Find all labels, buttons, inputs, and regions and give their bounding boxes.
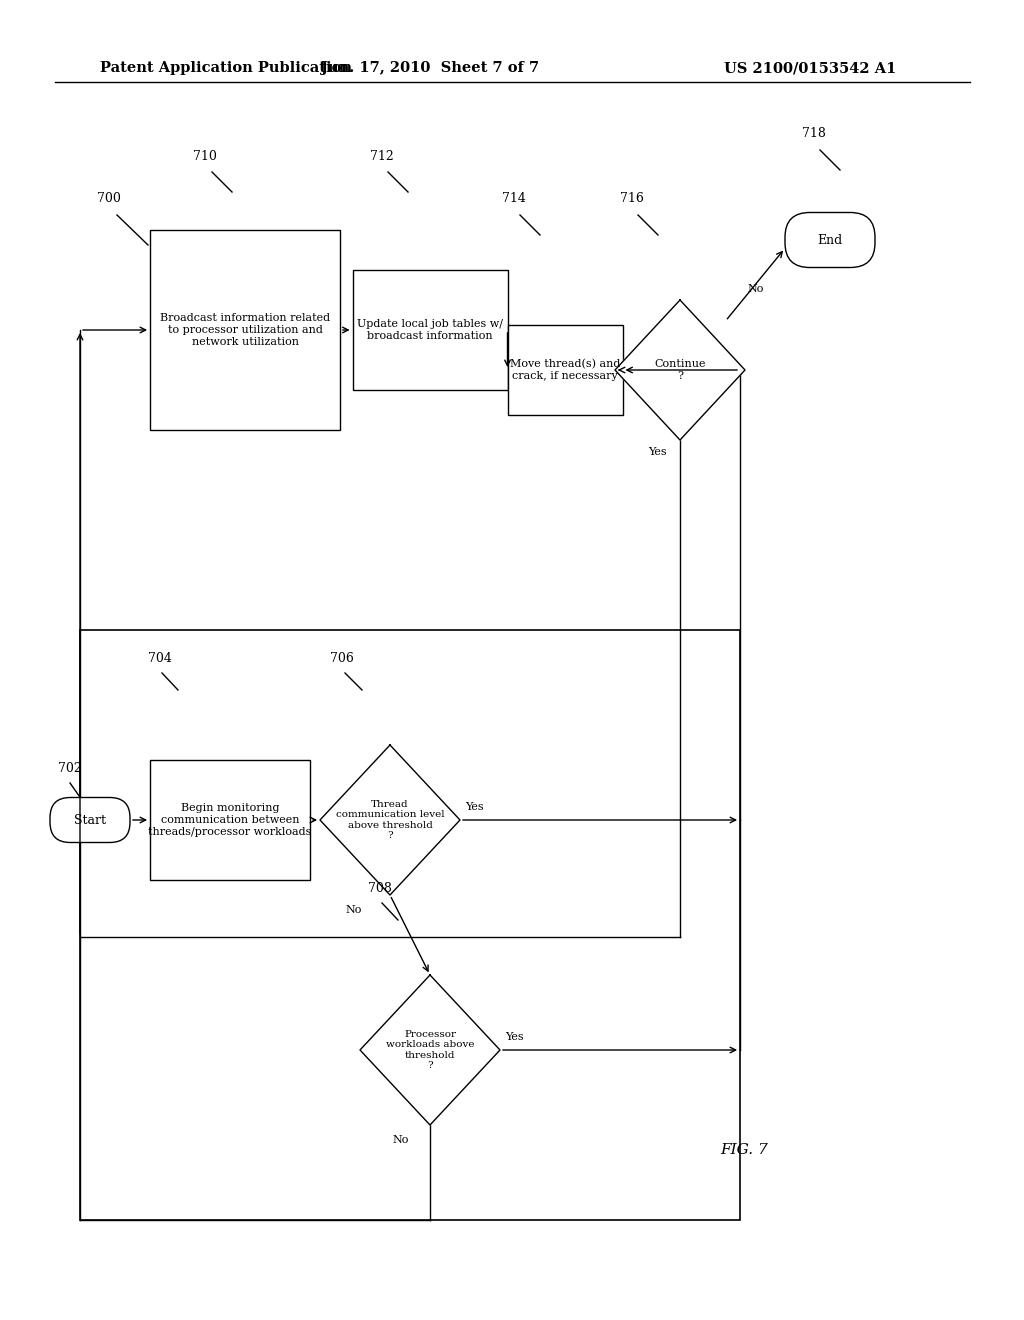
Text: Processor
workloads above
threshold
?: Processor workloads above threshold ?: [386, 1030, 474, 1071]
Text: Patent Application Publication: Patent Application Publication: [100, 61, 352, 75]
Text: 716: 716: [620, 191, 644, 205]
Text: Start: Start: [74, 813, 106, 826]
Polygon shape: [615, 300, 745, 440]
Text: Yes: Yes: [505, 1032, 523, 1041]
FancyBboxPatch shape: [150, 760, 310, 880]
Text: 700: 700: [97, 191, 121, 205]
FancyBboxPatch shape: [352, 271, 508, 389]
Text: Yes: Yes: [465, 803, 483, 812]
FancyBboxPatch shape: [80, 630, 740, 1220]
Text: 702: 702: [58, 762, 82, 775]
Text: 704: 704: [148, 652, 172, 665]
FancyBboxPatch shape: [508, 325, 623, 414]
Text: Thread
communication level
above threshold
?: Thread communication level above thresho…: [336, 800, 444, 840]
FancyBboxPatch shape: [50, 797, 130, 842]
Text: Update local job tables w/
broadcast information: Update local job tables w/ broadcast inf…: [357, 319, 503, 341]
Text: Continue
?: Continue ?: [654, 359, 706, 380]
FancyBboxPatch shape: [785, 213, 874, 268]
Polygon shape: [360, 975, 500, 1125]
Text: 712: 712: [370, 150, 394, 162]
Text: 714: 714: [502, 191, 526, 205]
Text: 706: 706: [330, 652, 354, 665]
Polygon shape: [319, 744, 460, 895]
Text: No: No: [345, 906, 361, 915]
Text: Broadcast information related
to processor utilization and
network utilization: Broadcast information related to process…: [160, 313, 330, 347]
Text: 708: 708: [368, 882, 392, 895]
Text: No: No: [392, 1135, 409, 1144]
Text: FIG. 7: FIG. 7: [720, 1143, 768, 1158]
Text: Begin monitoring
communication between
threads/processor workloads: Begin monitoring communication between t…: [148, 804, 311, 837]
FancyBboxPatch shape: [150, 230, 340, 430]
Text: 710: 710: [193, 150, 217, 162]
Text: Yes: Yes: [648, 447, 667, 457]
Text: No: No: [746, 284, 763, 294]
Text: US 2100/0153542 A1: US 2100/0153542 A1: [724, 61, 896, 75]
Text: Move thread(s) and
crack, if necessary: Move thread(s) and crack, if necessary: [510, 359, 621, 381]
Text: 718: 718: [802, 127, 826, 140]
Text: Jun. 17, 2010  Sheet 7 of 7: Jun. 17, 2010 Sheet 7 of 7: [321, 61, 539, 75]
Text: End: End: [817, 234, 843, 247]
